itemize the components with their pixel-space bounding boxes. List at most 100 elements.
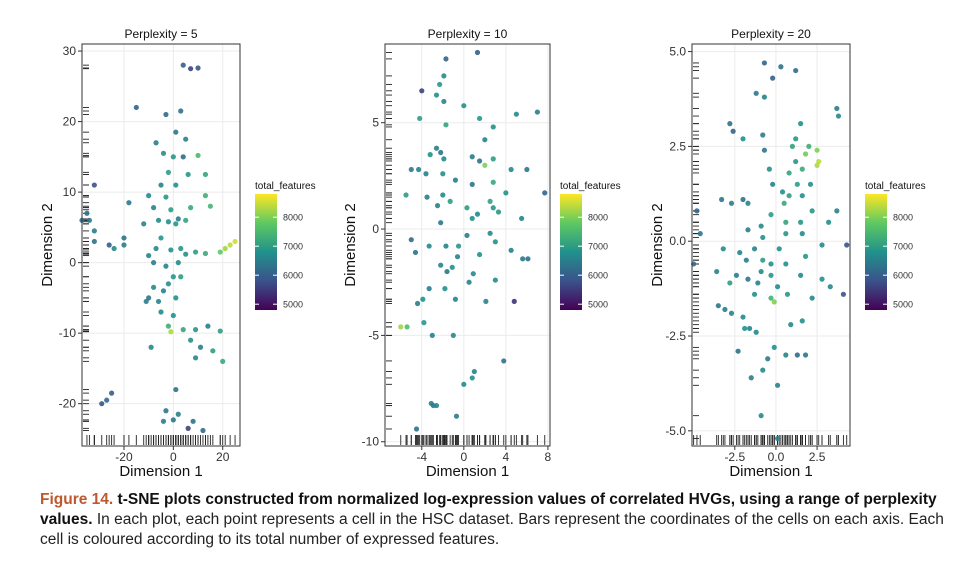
data-point [202,250,209,257]
data-point [188,66,194,72]
panel-1: Perplexity = 5 -20 0 20 -20 -10 0 10 20 30 Dimensi… [39,27,316,480]
data-point [442,286,448,292]
x-tick-label: -2.5 [724,450,745,464]
data-point [429,332,435,338]
data-point [786,170,792,176]
data-point [180,154,186,160]
data-point [793,136,799,142]
data-point [728,200,735,206]
data-point [466,279,472,285]
y-tick-label: -10 [362,435,380,449]
data-point [483,298,489,304]
colorbar-label: 6000 [588,271,608,281]
data-point [761,147,768,153]
data-point [170,154,176,160]
data-point [793,67,799,74]
colorbar [255,194,277,310]
y-tick-label: -5.0 [665,424,686,438]
data-point [217,328,223,334]
data-point [106,242,112,248]
data-point [178,274,184,280]
data-point [433,145,440,151]
data-point [419,88,425,94]
data-point [722,306,728,313]
data-point [153,140,159,146]
colorbar-label: 7000 [283,242,303,252]
data-point [768,261,774,267]
data-point [220,358,226,364]
data-point [469,181,475,187]
data-point [760,257,766,263]
data-point [403,192,409,198]
data-point [454,254,461,260]
data-point [783,261,789,267]
data-point [232,238,238,245]
data-point [819,242,825,248]
y-tick-label: 0 [372,222,379,236]
data-point [474,211,481,217]
data-point [753,90,759,96]
data-point [740,136,746,142]
colorbar-label: 6000 [283,271,303,281]
y-tick-label: 2.5 [669,139,686,153]
data-point [441,73,447,79]
data-point [160,418,167,424]
data-point [470,271,476,277]
data-point [751,246,758,252]
data-point [404,324,410,330]
data-point [185,425,191,431]
data-point [802,352,809,358]
tsne-figure-svg: Perplexity = 5 -20 0 20 -20 -10 0 10 20 30 Dimensi… [39,27,926,480]
data-point [155,298,162,305]
data-point [495,209,502,215]
data-point [697,231,703,237]
data-point [424,194,430,200]
data-point [173,182,179,188]
data-point [197,344,204,350]
data-point [173,295,179,301]
data-point [426,243,432,249]
data-point [173,129,179,135]
data-point [438,149,444,156]
data-point [834,208,840,214]
data-point [520,256,526,262]
data-point [694,208,700,214]
data-point [461,103,467,109]
data-point [441,98,447,105]
data-point [160,288,167,294]
data-point [740,314,746,320]
data-point [490,156,496,162]
colorbar-label: 5000 [283,300,303,310]
data-point [175,260,181,266]
data-point [779,189,786,195]
data-point [751,291,758,297]
data-point [760,234,766,241]
y-tick-label: -5 [368,328,379,342]
data-point [450,332,456,338]
data-point [183,136,189,142]
colorbar-label: 8000 [283,213,303,223]
data-point [163,263,169,269]
data-point [146,295,152,301]
data-point [173,386,179,393]
data-point [464,232,470,239]
data-point [141,221,147,227]
data-point [195,65,201,71]
data-point [443,243,449,249]
data-point [86,217,93,223]
data-point [148,344,154,350]
x-tick-label: 0 [170,450,177,464]
data-point [492,239,498,245]
data-point [464,205,470,211]
colorbar-label: 7000 [588,242,608,252]
data-point [794,181,800,187]
data-point [476,251,483,258]
data-point [438,262,444,268]
data-point [482,137,488,143]
legend-title: total_features [865,181,926,192]
data-point [158,235,164,241]
legend-title: total_features [560,181,621,192]
data-point [834,105,840,112]
data-point [735,348,741,354]
data-point [202,193,209,199]
